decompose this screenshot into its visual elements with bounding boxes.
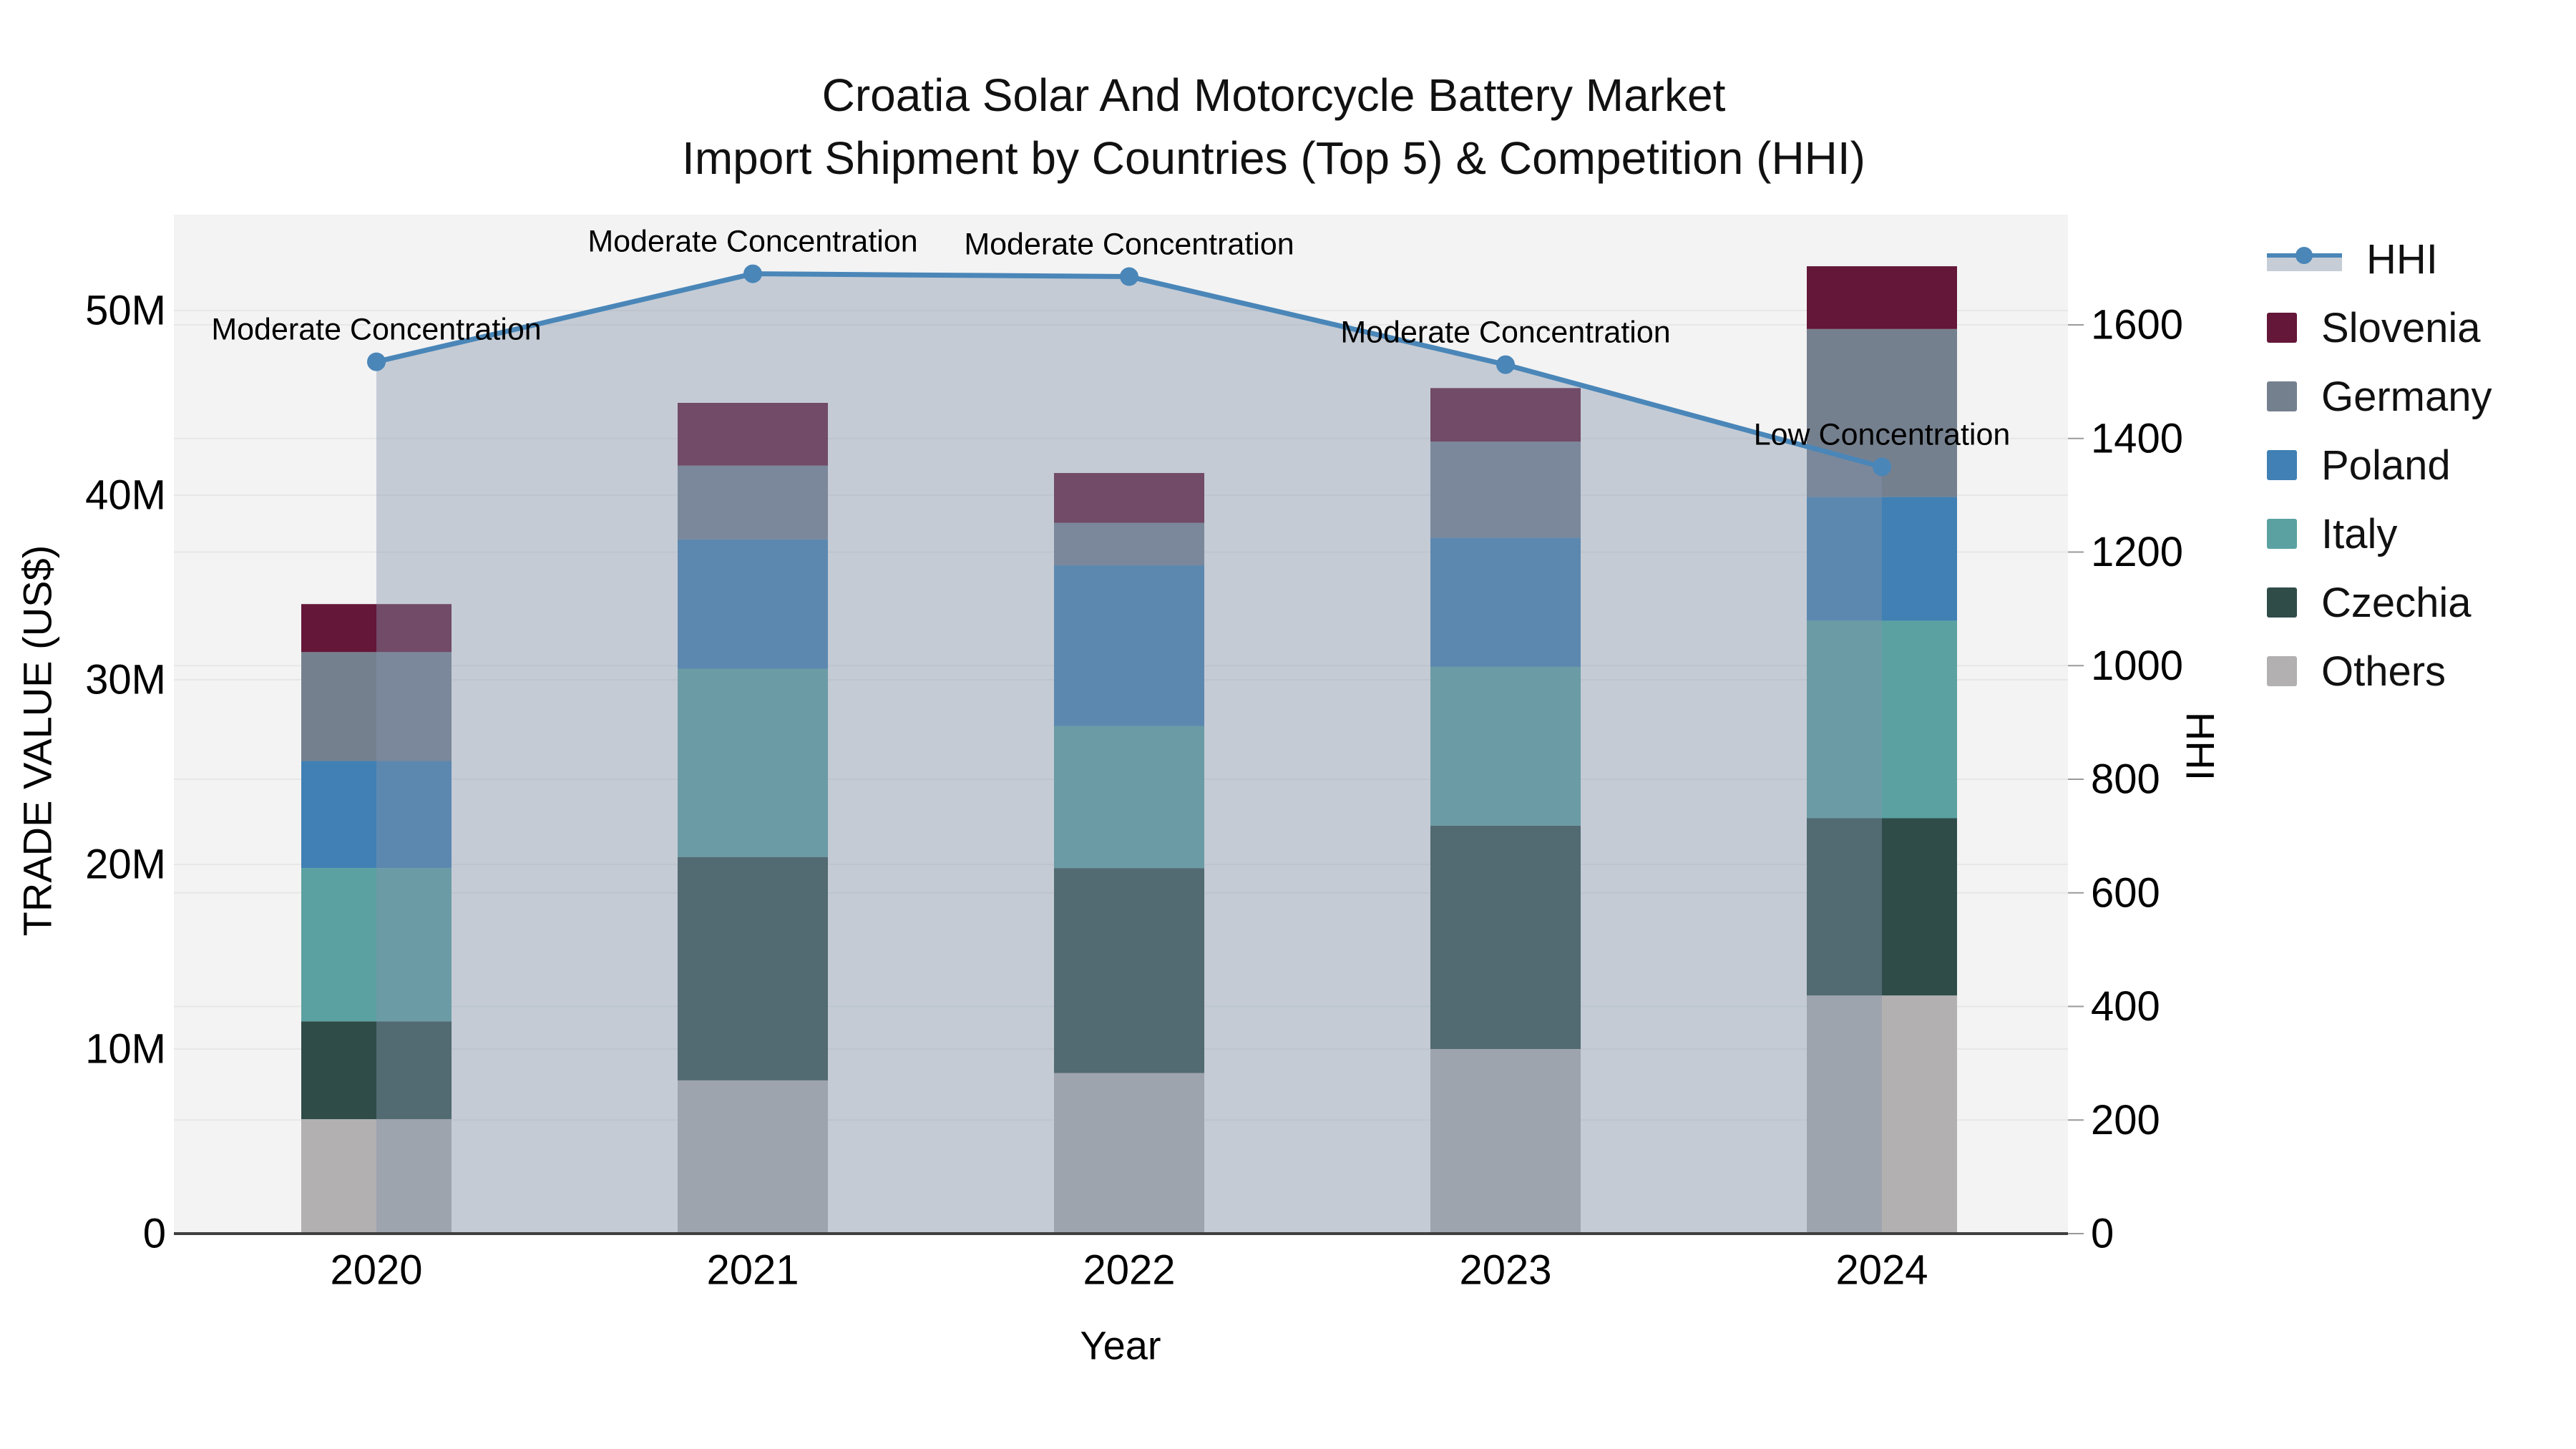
legend-label-italy: Italy — [2321, 510, 2398, 557]
left-tick-30M: 30M — [85, 657, 166, 703]
bar-segment-poland-2024[interactable] — [1807, 497, 1957, 621]
left-tick-0: 0 — [143, 1211, 166, 1257]
bar-segment-italy-2024[interactable] — [1807, 620, 1957, 819]
left-tick-10M: 10M — [85, 1026, 166, 1073]
bar-segment-others-2024[interactable] — [1807, 995, 1957, 1234]
right-tick-1200: 1200 — [2091, 529, 2183, 575]
x-tick-2020[interactable]: 2020 — [330, 1247, 422, 1294]
legend-swatch-germany — [2267, 381, 2297, 411]
annotation-2024: Low Concentration — [1754, 417, 2011, 452]
bar-segment-poland-2022[interactable] — [1054, 565, 1204, 726]
legend-item-germany[interactable]: Germany — [2267, 362, 2492, 431]
legend-swatch-poland — [2267, 450, 2297, 480]
left-tick-20M: 20M — [85, 841, 166, 888]
bar-segment-poland-2020[interactable] — [301, 761, 452, 869]
annotation-2021: Moderate Concentration — [587, 225, 917, 259]
right-tick-200: 200 — [2091, 1097, 2160, 1143]
left-tick-40M: 40M — [85, 472, 166, 519]
bar-segment-czechia-2021[interactable] — [678, 857, 828, 1080]
hhi-marker-2020[interactable] — [367, 352, 386, 371]
bar-segment-slovenia-2021[interactable] — [678, 403, 828, 466]
bar-segment-germany-2020[interactable] — [301, 652, 452, 761]
bar-segment-poland-2021[interactable] — [678, 539, 828, 669]
legend-label-poland: Poland — [2321, 441, 2451, 489]
right-tick-1000: 1000 — [2091, 643, 2183, 689]
bar-segment-czechia-2024[interactable] — [1807, 818, 1957, 996]
legend-label-hhi: HHI — [2366, 235, 2438, 283]
bar-segment-others-2020[interactable] — [301, 1119, 452, 1234]
right-tick-1400: 1400 — [2091, 415, 2183, 462]
legend-item-italy[interactable]: Italy — [2267, 499, 2492, 568]
hhi-marker-2022[interactable] — [1120, 267, 1138, 286]
legend-swatch-slovenia — [2267, 313, 2297, 343]
hhi-area-fill — [376, 273, 1882, 1234]
x-tick-2022[interactable]: 2022 — [1083, 1247, 1175, 1294]
x-axis-title: Year — [1080, 1322, 1161, 1368]
legend-item-others[interactable]: Others — [2267, 637, 2492, 706]
legend-item-slovenia[interactable]: Slovenia — [2267, 293, 2492, 362]
legend-item-czechia[interactable]: Czechia — [2267, 568, 2492, 637]
x-tick-2023[interactable]: 2023 — [1459, 1247, 1551, 1294]
legend-swatch-others — [2267, 656, 2297, 686]
bar-segment-italy-2023[interactable] — [1430, 666, 1581, 826]
annotation-2020: Moderate Concentration — [211, 313, 541, 347]
hhi-marker-2021[interactable] — [743, 264, 762, 283]
bar-segment-czechia-2020[interactable] — [301, 1021, 452, 1120]
right-tick-400: 400 — [2091, 983, 2160, 1030]
bar-segment-germany-2023[interactable] — [1430, 441, 1581, 538]
legend-item-hhi[interactable]: HHI — [2267, 225, 2492, 293]
bar-segment-italy-2022[interactable] — [1054, 726, 1204, 869]
x-tick-2021[interactable]: 2021 — [706, 1247, 799, 1294]
bar-segment-germany-2022[interactable] — [1054, 522, 1204, 566]
page-subtitle: Import Shipment by Countries (Top 5) & C… — [682, 132, 1865, 184]
annotation-2023: Moderate Concentration — [1340, 316, 1670, 350]
bar-segment-germany-2021[interactable] — [678, 465, 828, 540]
right-tick-0: 0 — [2091, 1211, 2114, 1257]
x-tick-2024[interactable]: 2024 — [1835, 1247, 1928, 1294]
bar-segment-others-2021[interactable] — [678, 1080, 828, 1234]
legend-label-germany: Germany — [2321, 373, 2492, 420]
hhi-line-swatch-icon — [2267, 247, 2342, 271]
bar-segment-czechia-2023[interactable] — [1430, 825, 1581, 1049]
right-tick-1600: 1600 — [2091, 302, 2183, 348]
hhi-marker-2023[interactable] — [1496, 355, 1515, 374]
legend-swatch-italy — [2267, 519, 2297, 549]
bar-segment-czechia-2022[interactable] — [1054, 868, 1204, 1073]
bar-segment-italy-2021[interactable] — [678, 668, 828, 857]
bar-segment-slovenia-2023[interactable] — [1430, 388, 1581, 442]
right-tick-800: 800 — [2091, 756, 2160, 803]
right-tick-600: 600 — [2091, 869, 2160, 916]
legend-label-czechia: Czechia — [2321, 579, 2472, 626]
left-tick-50M: 50M — [85, 288, 166, 334]
page-title: Croatia Solar And Motorcycle Battery Mar… — [821, 69, 1726, 121]
legend-label-slovenia: Slovenia — [2321, 304, 2481, 351]
bar-segment-others-2023[interactable] — [1430, 1049, 1581, 1234]
bar-segment-italy-2020[interactable] — [301, 868, 452, 1022]
bar-segment-others-2022[interactable] — [1054, 1073, 1204, 1234]
bar-segment-slovenia-2024[interactable] — [1807, 266, 1957, 329]
bar-segment-slovenia-2020[interactable] — [301, 604, 452, 653]
annotation-2022: Moderate Concentration — [964, 228, 1294, 262]
hhi-marker-2024[interactable] — [1873, 457, 1891, 477]
chart-legend: HHI Slovenia Germany Poland Italy Czechia Othe… — [2267, 225, 2492, 706]
bar-segment-slovenia-2022[interactable] — [1054, 473, 1204, 523]
legend-item-poland[interactable]: Poland — [2267, 431, 2492, 499]
legend-swatch-czechia — [2267, 587, 2297, 618]
bar-segment-poland-2023[interactable] — [1430, 537, 1581, 667]
legend-label-others: Others — [2321, 648, 2446, 695]
